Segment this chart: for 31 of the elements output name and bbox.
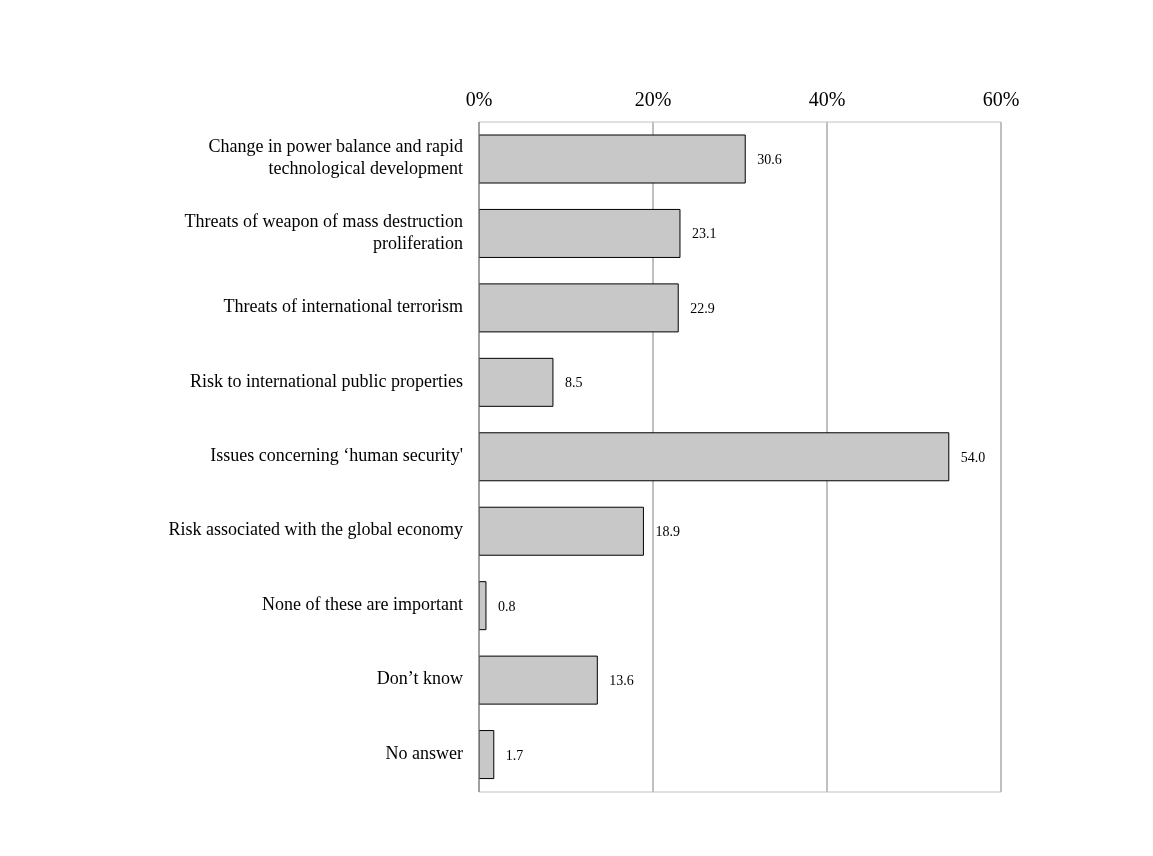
x-tick-label: 40% <box>808 88 846 110</box>
y-tick-label: None of these are important <box>262 594 463 615</box>
bar <box>479 283 679 333</box>
bar <box>479 208 681 258</box>
y-tick-label: Risk associated with the global economy <box>168 519 463 540</box>
y-tick-label: Issues concerning ‘human security' <box>210 445 463 466</box>
bar <box>479 357 554 407</box>
data-label: 23.1 <box>691 226 717 242</box>
bar <box>479 581 487 631</box>
data-label: 13.6 <box>609 673 634 689</box>
data-label: 0.8 <box>497 598 516 614</box>
x-tick-label: 20% <box>634 88 672 110</box>
bar <box>479 134 746 184</box>
data-label: 54.0 <box>960 449 986 465</box>
data-label: 1.7 <box>505 747 524 763</box>
y-tick-label: Change in power balance and rapid technological development <box>208 136 463 179</box>
y-tick-label: Threats of international terrorism <box>223 296 463 317</box>
bar <box>479 730 495 780</box>
bar <box>479 432 950 482</box>
bar <box>479 506 644 556</box>
data-label: 22.9 <box>690 300 715 316</box>
x-tick-label: 0% <box>465 88 493 110</box>
y-tick-label: Risk to international public properties <box>190 370 463 391</box>
y-tick-label: Don’t know <box>376 668 463 689</box>
x-tick-label: 60% <box>982 88 1020 110</box>
bar <box>479 655 598 705</box>
data-label: 18.9 <box>655 524 680 540</box>
y-tick-label: No answer <box>385 742 463 763</box>
data-label: 8.5 <box>564 375 583 391</box>
y-tick-label: Threats of weapon of mass destruction proliferation <box>184 210 463 253</box>
data-label: 30.6 <box>757 151 782 167</box>
